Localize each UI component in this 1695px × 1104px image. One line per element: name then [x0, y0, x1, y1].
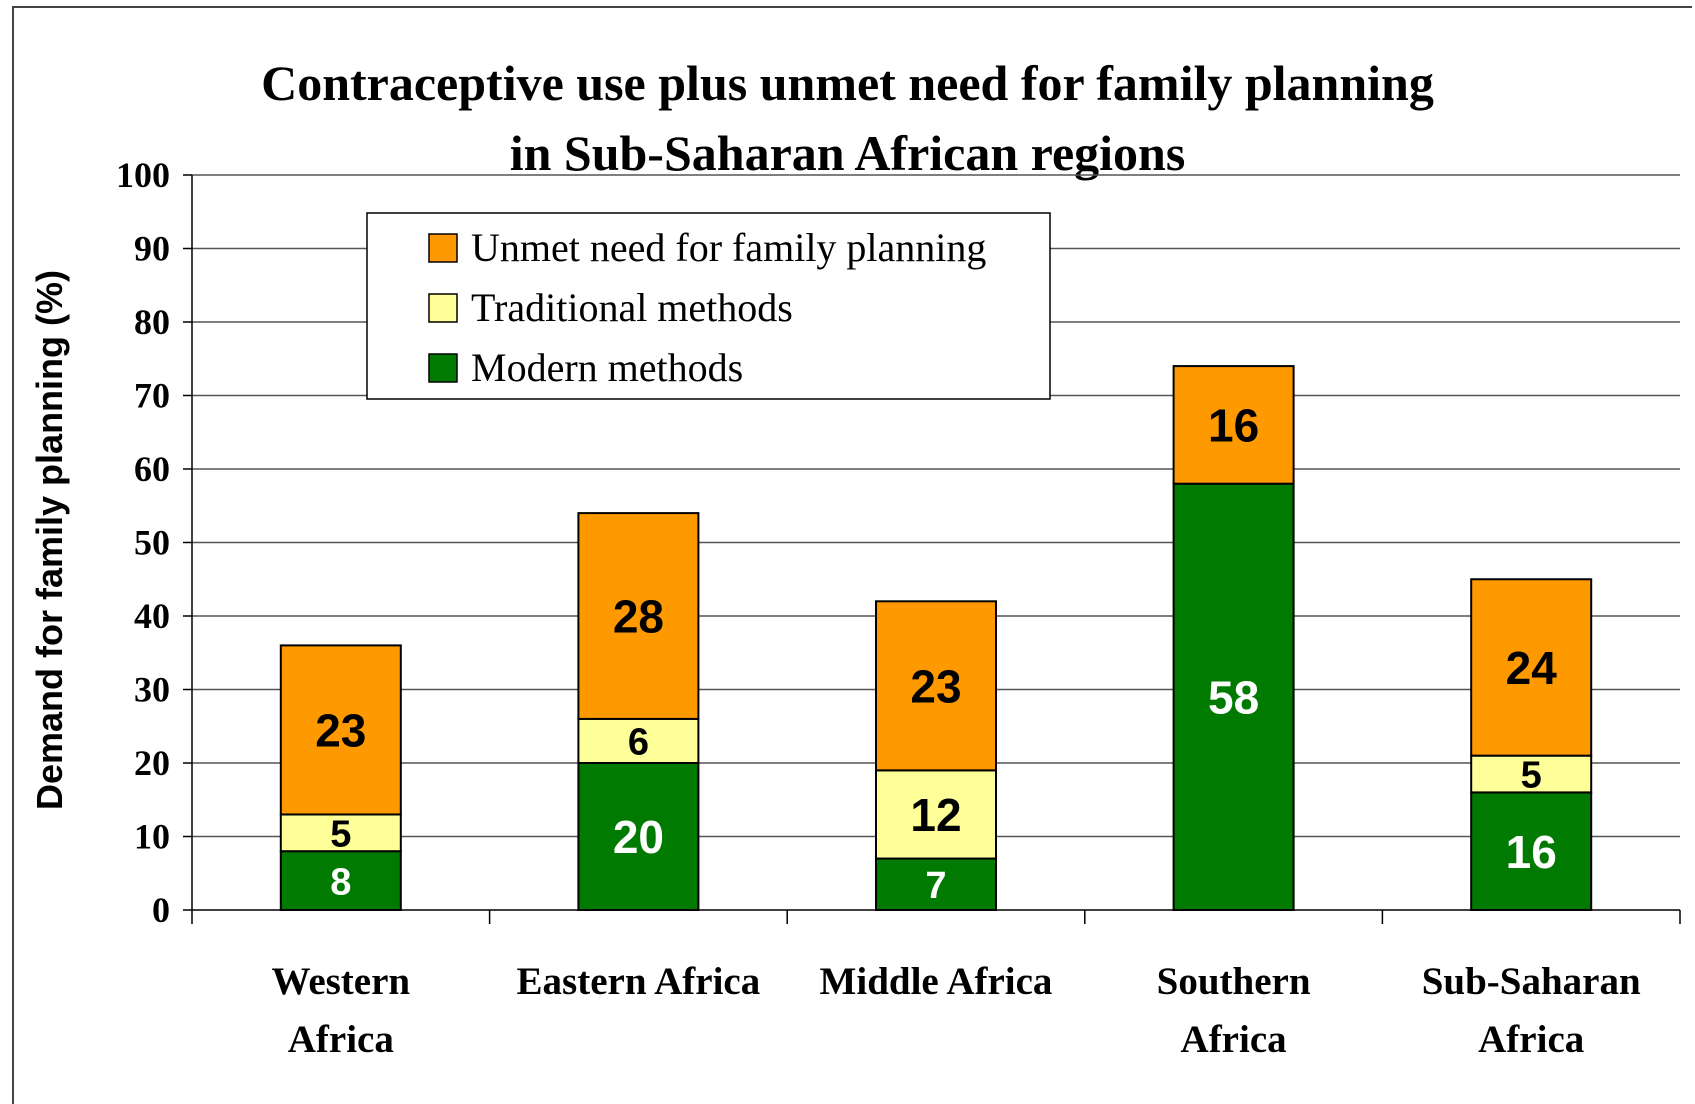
bar-segment: [279, 850, 402, 912]
data-label: 20: [613, 811, 664, 863]
bar-segment: [279, 813, 402, 853]
bar-segment: [1172, 365, 1295, 485]
chart-title: Contraceptive use plus unmet need for fa…: [0, 48, 1695, 188]
data-label: 8: [330, 861, 351, 903]
legend-swatch: [428, 353, 458, 383]
legend-swatch: [428, 293, 458, 323]
x-tick-label: Sub-Saharan: [1422, 960, 1641, 1003]
axes: 0 10 20 30 40 50 60 70 80 90 100 Western Africa Easte…: [116, 155, 1681, 1061]
chart-title-line-2: in Sub-Saharan African regions: [509, 125, 1186, 181]
y-tick-label: 90: [134, 229, 170, 269]
y-tick-label: 50: [134, 523, 170, 563]
y-tick-label: 100: [116, 155, 170, 195]
legend-label: Traditional methods: [471, 285, 793, 330]
legend-box: [366, 212, 1051, 400]
bar-segment: [577, 512, 700, 720]
bar-segment: [875, 769, 997, 860]
legend-label: Modern methods: [471, 345, 743, 390]
x-tick-label: Eastern Africa: [517, 960, 761, 1003]
data-label: 5: [330, 814, 351, 856]
legend: Unmet need for family planning Traditiona…: [366, 212, 1051, 400]
bars: [279, 365, 1593, 912]
data-label: 24: [1506, 642, 1558, 694]
data-label: 23: [910, 660, 961, 712]
y-tick-label: 10: [134, 817, 170, 857]
data-labels: 8 5 23 20 6 28 7 12 23 58 16 16 5 24: [315, 399, 1557, 906]
y-tick-label: 20: [134, 743, 170, 783]
y-tick-label: 40: [134, 596, 170, 636]
x-tick-label: Middle Africa: [820, 960, 1053, 1003]
x-tick-label: Western: [271, 960, 410, 1003]
y-tick-label: 0: [152, 890, 170, 930]
y-tick-label: 60: [134, 449, 170, 489]
bar-segment: [1172, 482, 1295, 911]
y-axis-title: Demand for family planning (%): [29, 270, 70, 810]
x-tick-label: Africa: [1181, 1018, 1287, 1061]
bar-segment: [279, 644, 402, 816]
y-tick-label: 30: [134, 670, 170, 710]
data-label: 5: [1521, 755, 1542, 797]
y-tick-label: 70: [134, 376, 170, 416]
data-label: 58: [1208, 671, 1259, 723]
data-label: 16: [1208, 399, 1259, 451]
x-tick-label: Africa: [288, 1018, 394, 1061]
bar-segment: [1470, 578, 1593, 757]
bar-segment: [1470, 754, 1593, 794]
data-label: 12: [910, 789, 961, 841]
legend-swatch: [428, 233, 458, 263]
x-tick-label: Southern: [1157, 960, 1311, 1003]
data-label: 6: [628, 722, 649, 764]
data-label: 16: [1506, 826, 1557, 878]
legend-label: Unmet need for family planning: [471, 225, 986, 270]
y-tick-label: 80: [134, 302, 170, 342]
bar-segment: [875, 600, 997, 772]
chart-title-line-1: Contraceptive use plus unmet need for fa…: [261, 55, 1434, 111]
data-label: 23: [315, 704, 366, 756]
chart-frame: [12, 6, 1692, 1104]
x-tick-label: Africa: [1478, 1018, 1584, 1061]
data-label: 28: [613, 591, 664, 643]
data-label: 7: [925, 865, 946, 907]
